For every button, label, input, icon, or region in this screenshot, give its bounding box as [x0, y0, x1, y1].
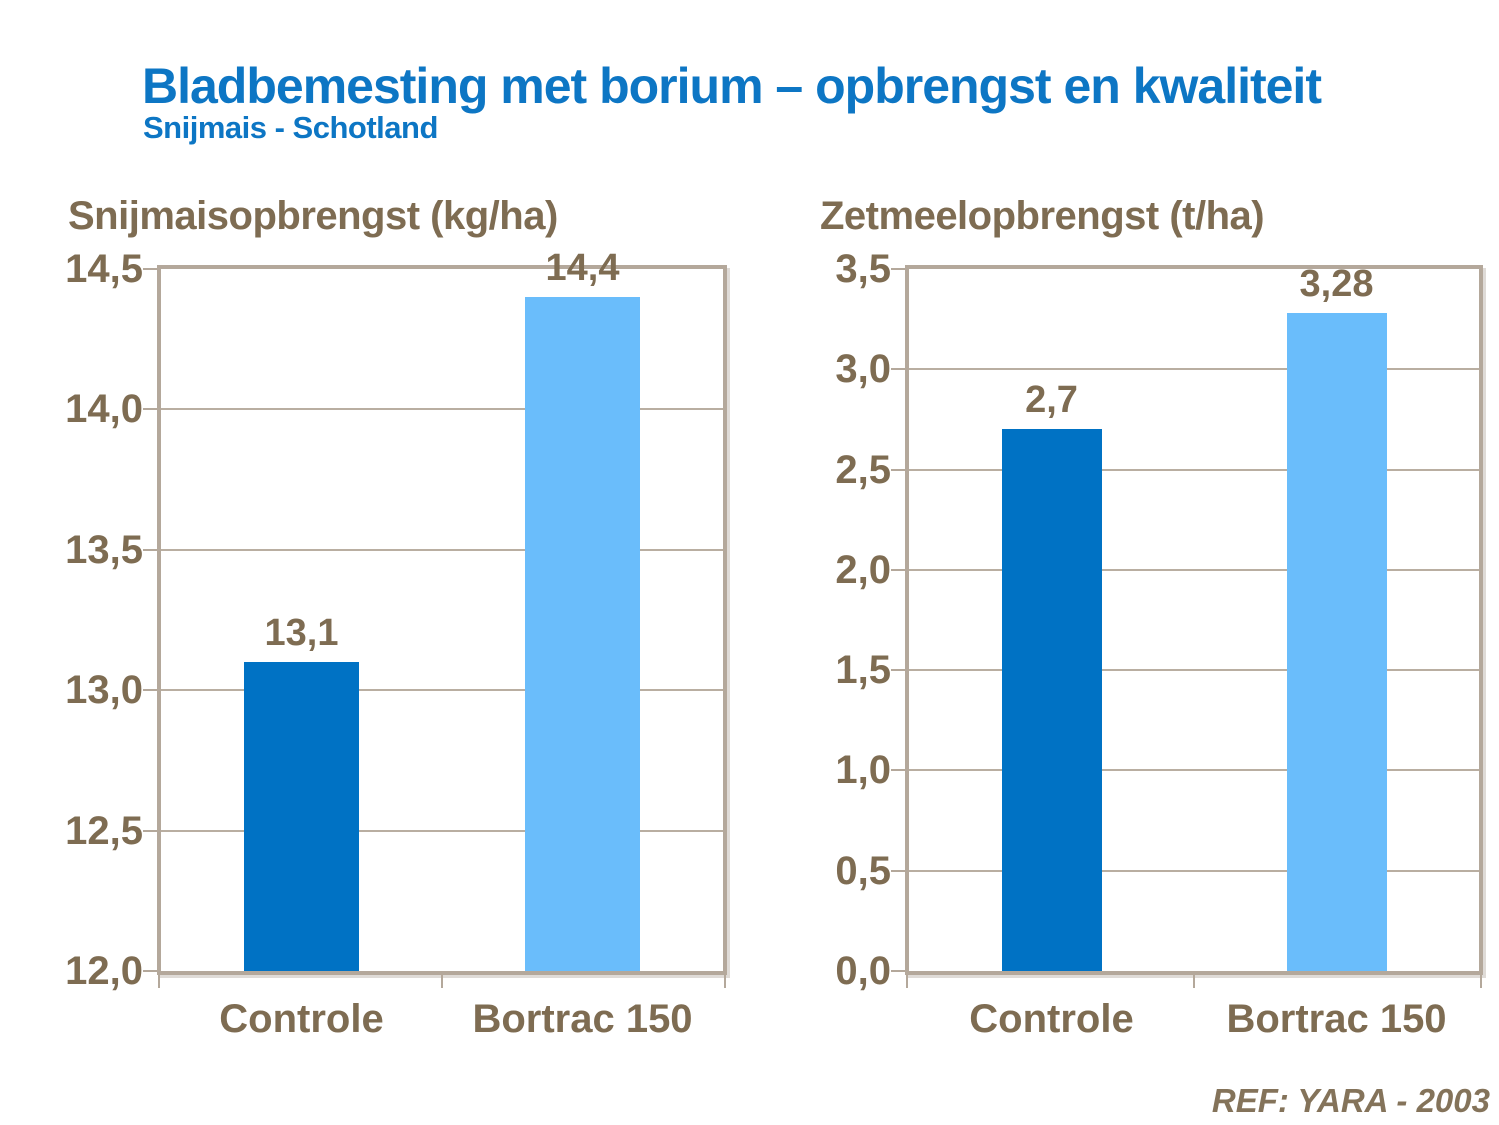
x-axis-tick: [441, 975, 443, 988]
gridline: [161, 689, 723, 692]
y-axis-tick-label: 0,5: [835, 848, 891, 893]
bar-value-label: 2,7: [1025, 379, 1078, 422]
bar-bortrac-150: [1286, 313, 1387, 971]
gridline: [909, 869, 1479, 872]
chart-title-snijmaisopbrengst: Snijmaisopbrengst (kg/ha): [68, 194, 558, 238]
bar-controle: [244, 662, 359, 971]
slide-title: Bladbemesting met borium – opbrengst en …: [142, 58, 1322, 114]
x-category-label-controle: Controle: [969, 997, 1134, 1041]
y-axis-tick: [143, 970, 157, 972]
y-axis-tick: [143, 829, 157, 832]
x-category-label-bortrac-150: Bortrac 150: [472, 997, 693, 1041]
gridline: [161, 548, 723, 551]
plot-area-snijmaisopbrengst: [157, 265, 727, 975]
gridline: [909, 368, 1479, 371]
y-axis-tick-label: 12,0: [65, 949, 143, 993]
y-axis-tick-label: 1,5: [835, 648, 891, 693]
y-axis-tick-label: 1,0: [835, 748, 891, 793]
gridline: [909, 669, 1479, 672]
y-axis-tick-label: 14,5: [65, 247, 143, 291]
x-category-label-controle: Controle: [219, 997, 384, 1041]
gridline: [909, 568, 1479, 571]
y-axis-tick: [891, 468, 905, 471]
bar-value-label: 14,4: [545, 247, 620, 290]
gridline: [161, 829, 723, 832]
x-axis-tick: [724, 975, 726, 988]
bar-value-label: 13,1: [264, 612, 339, 655]
y-axis-tick-label: 2,5: [835, 447, 891, 492]
y-axis-tick: [891, 970, 905, 972]
bar-controle: [1001, 429, 1102, 971]
plot-area-zetmeelopbrengst: [905, 265, 1483, 975]
gridline: [909, 468, 1479, 471]
y-axis-tick-label: 12,5: [65, 808, 143, 853]
x-category-label-bortrac-150: Bortrac 150: [1226, 997, 1447, 1041]
x-axis-tick: [1480, 975, 1482, 988]
x-axis-tick: [158, 975, 160, 988]
gridline: [909, 769, 1479, 772]
y-axis-tick: [143, 548, 157, 551]
slide-subtitle: Snijmais - Schotland: [143, 110, 438, 145]
bar-value-label: 3,28: [1299, 263, 1374, 306]
y-axis-tick: [143, 408, 157, 411]
y-axis-tick: [143, 268, 157, 270]
y-axis-tick-label: 13,0: [65, 668, 143, 713]
y-axis-tick-label: 13,5: [65, 527, 143, 572]
y-axis-tick: [891, 368, 905, 371]
y-axis-tick-label: 3,5: [835, 247, 891, 291]
y-axis-tick: [891, 769, 905, 772]
chart-title-zetmeelopbrengst: Zetmeelopbrengst (t/ha): [820, 194, 1265, 238]
y-axis-tick-label: 3,0: [835, 347, 891, 392]
y-axis-tick: [891, 568, 905, 571]
y-axis-tick-label: 14,0: [65, 387, 143, 432]
bar-bortrac-150: [525, 297, 640, 971]
x-axis-tick: [1193, 975, 1195, 988]
y-axis-tick: [891, 268, 905, 270]
x-axis-tick: [906, 975, 908, 988]
y-axis-tick: [143, 689, 157, 692]
gridline: [161, 408, 723, 411]
y-axis-tick-label: 2,0: [835, 547, 891, 592]
reference-text: REF: YARA - 2003: [1211, 1082, 1490, 1119]
y-axis-tick: [891, 869, 905, 872]
y-axis-tick-label: 0,0: [835, 949, 891, 993]
y-axis-tick: [891, 669, 905, 672]
